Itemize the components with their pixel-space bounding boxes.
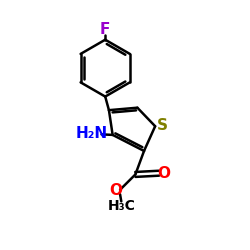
Text: H₂N: H₂N [76, 126, 108, 141]
Text: O: O [157, 166, 170, 181]
Text: S: S [157, 118, 168, 132]
Text: H₃C: H₃C [107, 199, 135, 213]
Text: O: O [109, 183, 122, 198]
Text: F: F [100, 22, 110, 37]
